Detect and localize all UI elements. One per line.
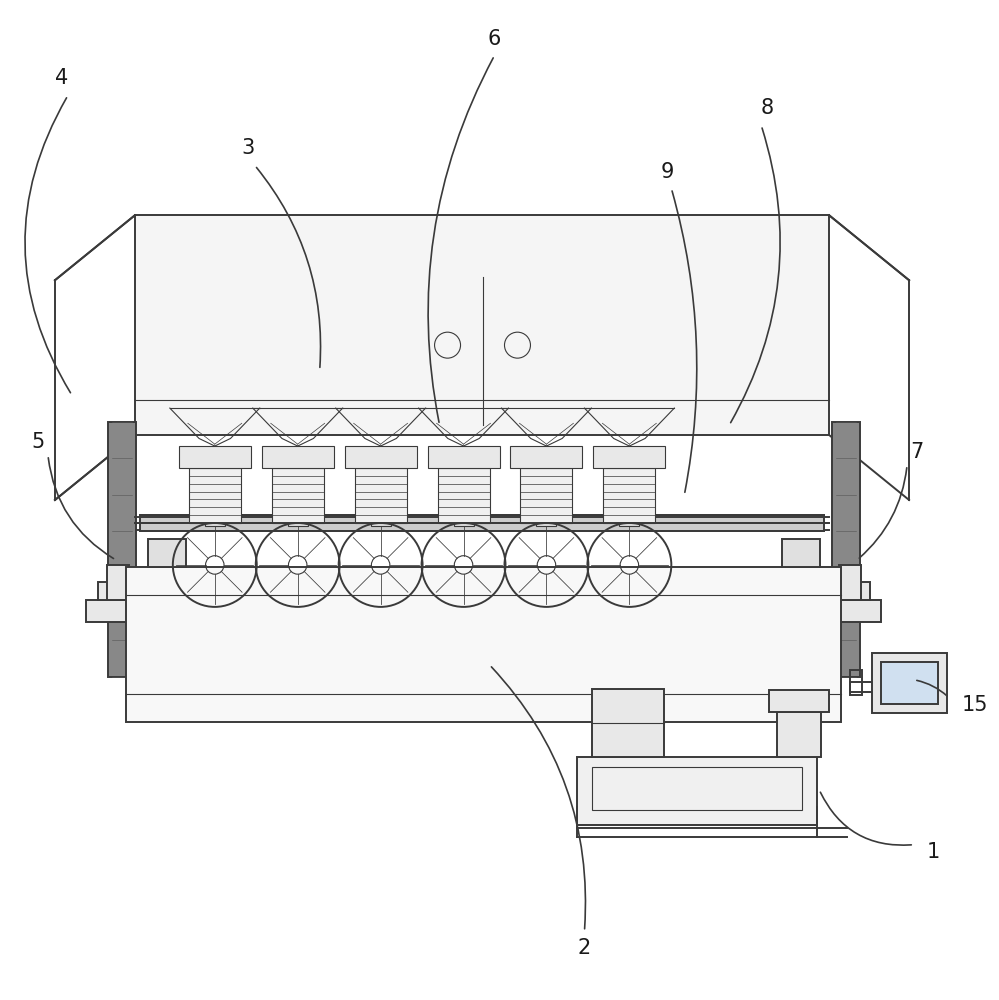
Bar (179, 446, 251, 468)
Bar (428, 446, 500, 468)
Bar (510, 446, 582, 468)
Bar (577, 757, 817, 825)
Bar (603, 468, 655, 523)
Bar (536, 511, 556, 526)
Text: 4: 4 (55, 68, 69, 88)
Bar (86, 600, 161, 622)
Text: 5: 5 (31, 432, 45, 452)
Bar (593, 446, 665, 468)
Text: 1: 1 (927, 842, 940, 862)
Bar (140, 515, 824, 531)
Bar (272, 468, 324, 523)
Bar (619, 511, 639, 526)
Bar (850, 682, 875, 692)
Bar (520, 468, 572, 523)
Bar (345, 446, 417, 468)
Bar (189, 468, 241, 523)
Bar (98, 582, 138, 600)
Bar (371, 511, 391, 526)
Bar (769, 690, 829, 712)
Bar (126, 567, 841, 722)
Bar (355, 468, 407, 523)
Text: 6: 6 (488, 29, 501, 49)
Text: 8: 8 (760, 98, 774, 118)
Bar (288, 511, 308, 526)
Text: 2: 2 (577, 938, 591, 958)
Bar (592, 689, 664, 757)
Bar (850, 670, 862, 695)
Bar (135, 215, 829, 435)
Text: 9: 9 (660, 162, 674, 182)
Bar (872, 653, 947, 713)
Bar (108, 422, 136, 677)
Bar (438, 468, 490, 523)
Bar (454, 511, 474, 526)
Bar (806, 600, 881, 622)
Bar (262, 446, 334, 468)
Text: 15: 15 (962, 695, 989, 715)
Bar (205, 511, 225, 526)
Bar (777, 712, 821, 757)
Text: 7: 7 (910, 442, 924, 462)
Bar (832, 422, 860, 677)
Bar (148, 539, 186, 567)
Bar (830, 582, 870, 600)
Bar (839, 565, 861, 600)
Bar (782, 539, 820, 567)
Bar (107, 565, 129, 600)
Text: 3: 3 (241, 138, 255, 158)
Bar (881, 662, 938, 704)
Bar (592, 767, 802, 810)
